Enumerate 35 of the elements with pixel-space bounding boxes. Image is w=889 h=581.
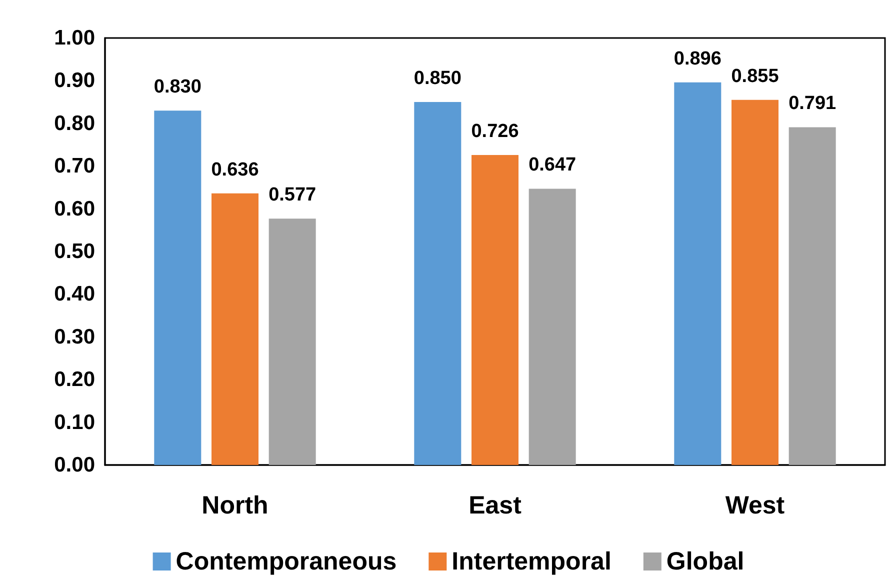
data-label: 0.791	[788, 93, 837, 114]
y-tick-label: 0.60	[54, 197, 95, 220]
data-label: 0.896	[674, 48, 722, 70]
y-tick-label: 0.40	[54, 282, 95, 306]
y-tick-label: 0.10	[54, 410, 95, 434]
data-label: 0.850	[414, 68, 462, 90]
bar	[674, 82, 722, 465]
legend-label: Intertemporal	[452, 548, 612, 576]
bar	[472, 155, 518, 465]
y-tick-label: 0.30	[54, 325, 95, 348]
x-tick-label: East	[468, 492, 522, 520]
y-tick-label: 0.70	[54, 154, 95, 178]
bar	[212, 193, 258, 465]
bar	[732, 100, 778, 465]
data-label: 0.830	[154, 76, 202, 98]
bar	[528, 188, 576, 465]
x-tick-label: West	[725, 492, 786, 520]
y-tick-label: 0.50	[54, 240, 95, 263]
data-label: 0.636	[211, 159, 259, 180]
bar	[414, 102, 462, 465]
bar	[788, 127, 836, 465]
y-tick-label: 0.00	[54, 454, 95, 476]
x-tick-label: North	[202, 492, 268, 520]
legend-label: Global	[666, 548, 744, 576]
data-label: 0.726	[471, 121, 519, 142]
y-tick-label: 0.20	[54, 368, 95, 392]
data-label: 0.855	[731, 66, 780, 87]
y-tick-label: 0.90	[54, 69, 95, 92]
y-tick-label: 1.00	[54, 26, 95, 50]
data-label: 0.647	[528, 154, 576, 176]
legend-label: Contemporaneous	[176, 548, 397, 576]
bar	[268, 218, 316, 465]
bar	[154, 110, 202, 465]
data-label: 0.577	[268, 184, 316, 206]
y-tick-label: 0.80	[54, 112, 95, 135]
